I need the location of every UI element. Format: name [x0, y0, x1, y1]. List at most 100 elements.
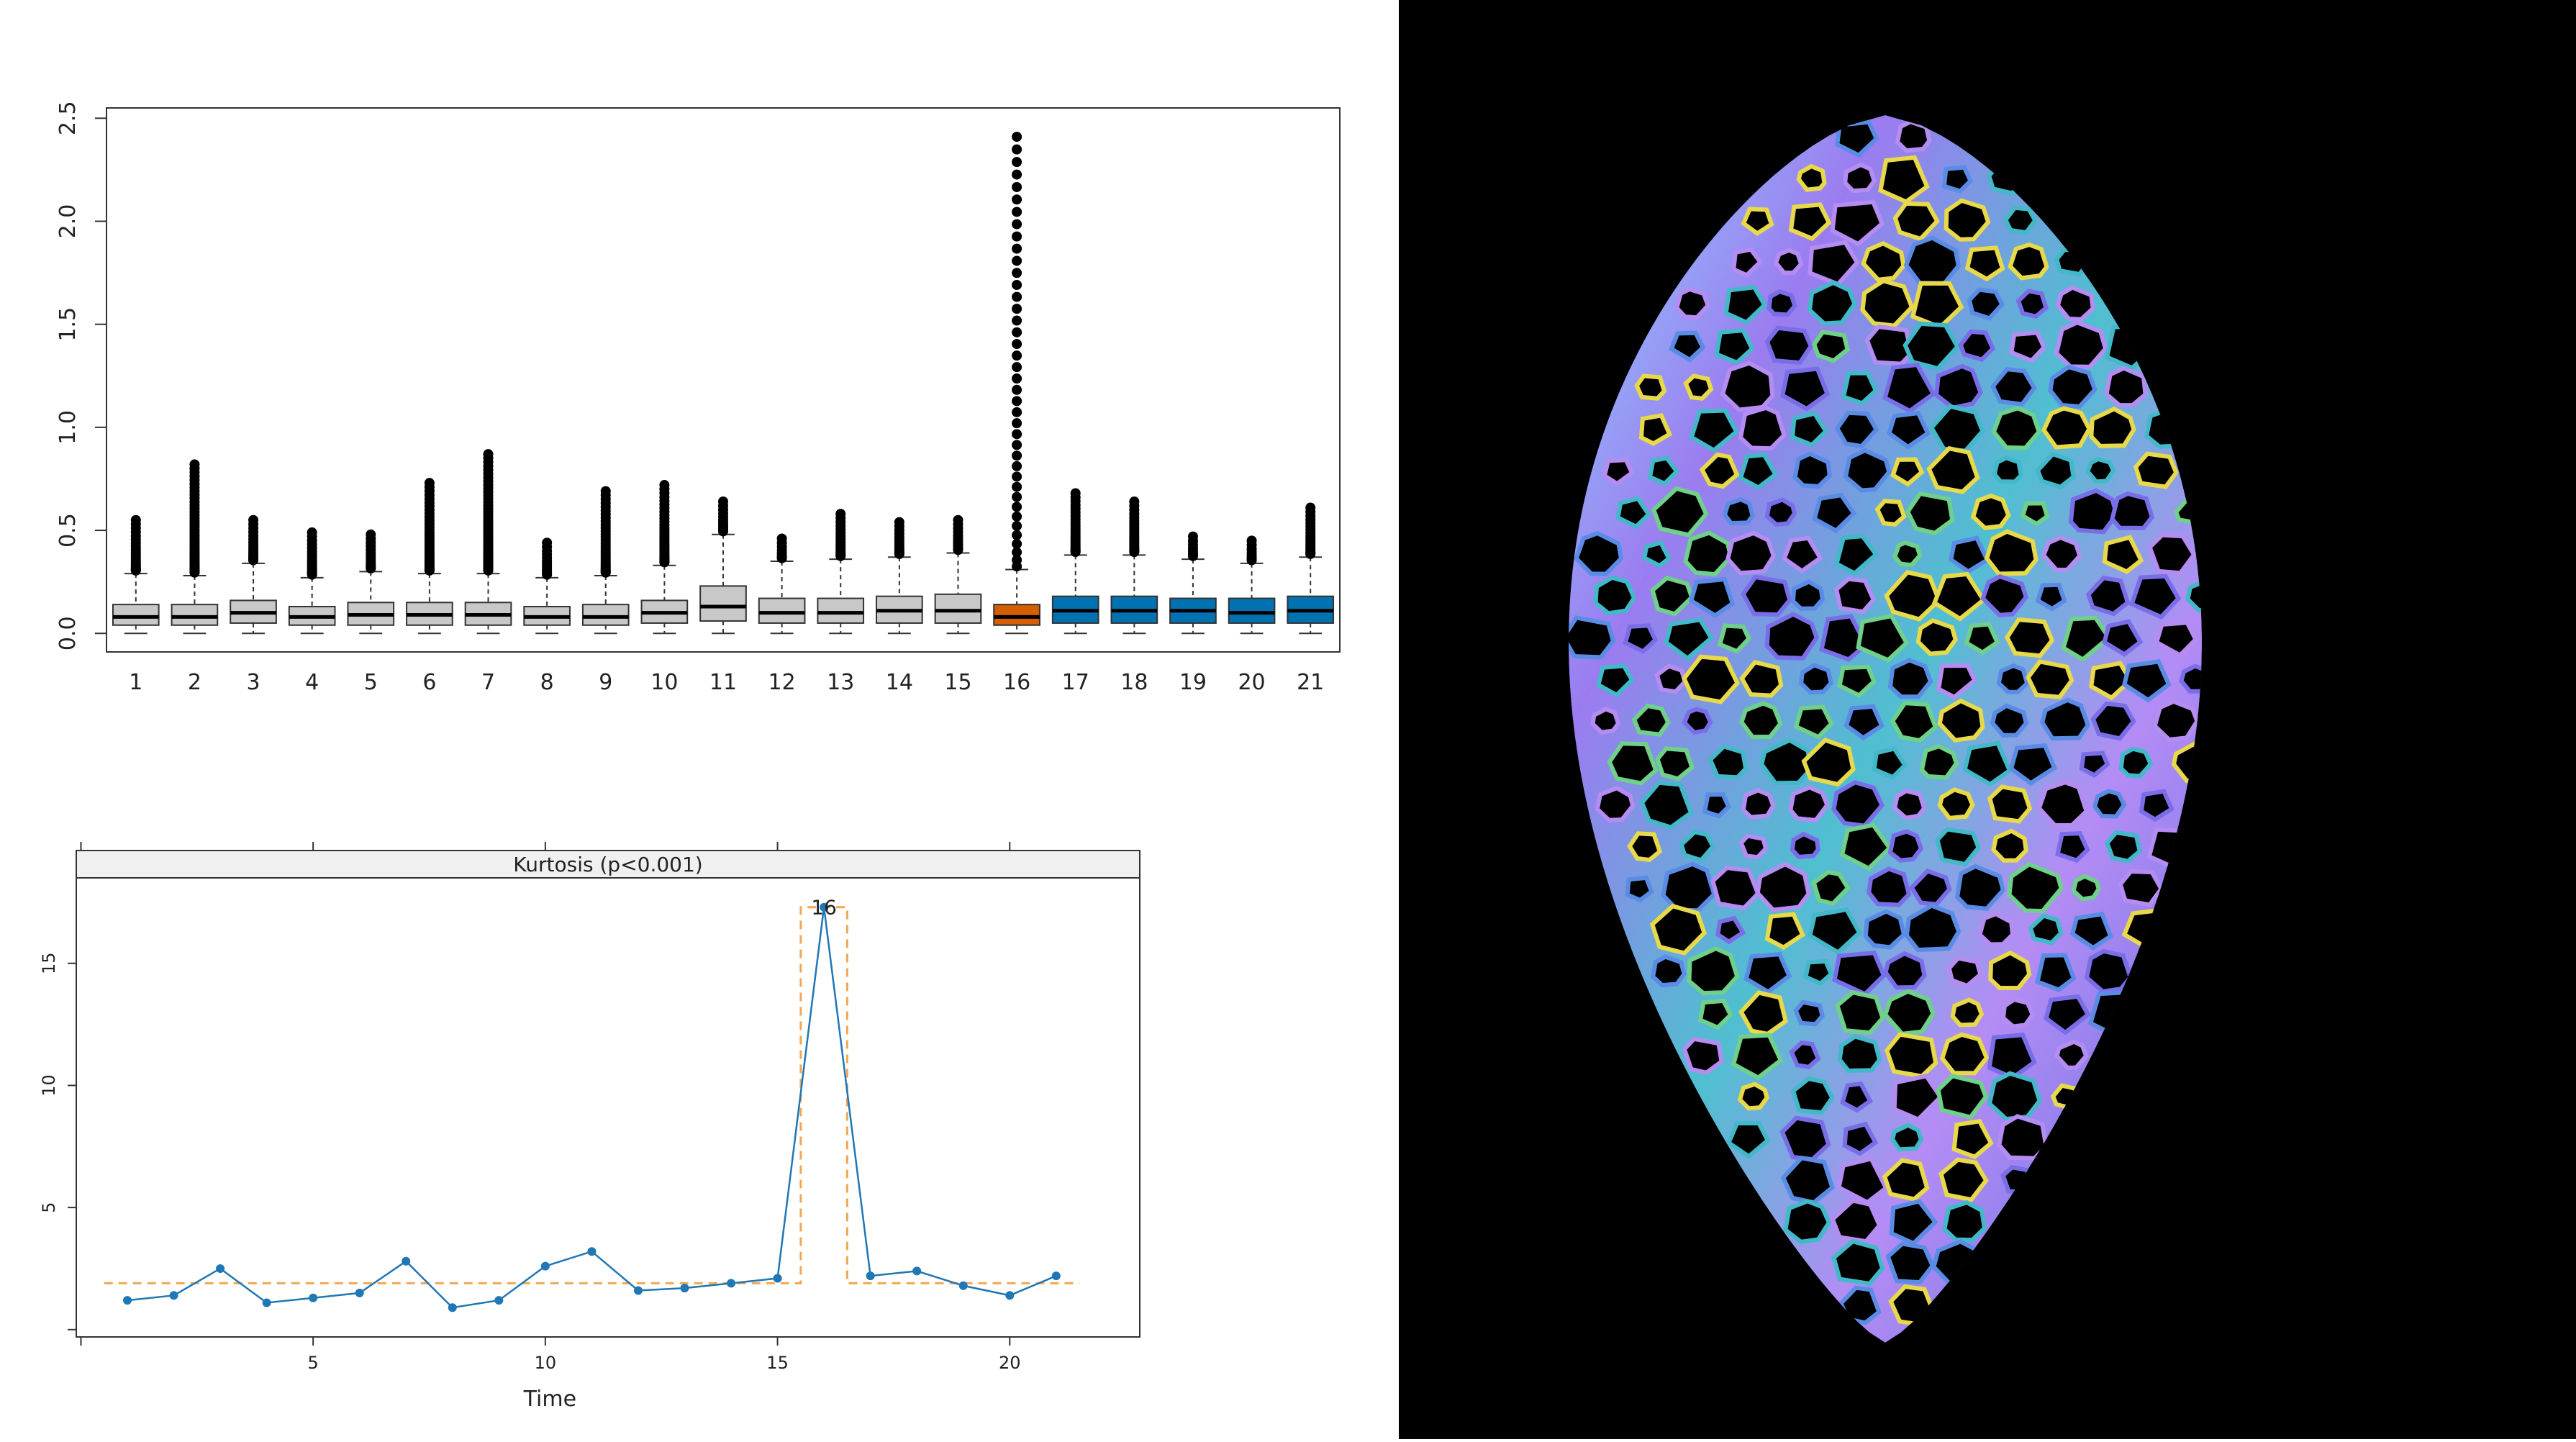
- lattice-hole: [1807, 280, 1857, 326]
- lattice-hole: [1958, 329, 1996, 362]
- lattice-hole: [1886, 410, 1931, 450]
- lattice-hole: [2048, 364, 2097, 409]
- lattice-hole: [1892, 788, 1927, 820]
- data-point: [216, 1264, 225, 1273]
- lattice-hole: [1926, 445, 1980, 494]
- data-point: [309, 1293, 318, 1302]
- lattice-hole: [1838, 1285, 1882, 1325]
- lattice-hole: [1834, 119, 1879, 158]
- left-panel: 0.0 0.5 1.0 1.5 2.0 2.5 1 2 3 4 5 6 7 8 9 10 11 12 13 14 15 1…: [39, 101, 1341, 1412]
- lattice-hole: [2061, 615, 2112, 663]
- lattice-hole: [1992, 455, 2024, 484]
- lattice-hole: [1741, 788, 1776, 820]
- lattice-hole: [2007, 861, 2064, 914]
- outlier-point: [1012, 279, 1022, 290]
- outlier-point: [1012, 157, 1022, 168]
- x-tick-label: 15: [944, 670, 971, 695]
- lattice-hole: [2086, 575, 2131, 617]
- lattice-hole: [1843, 448, 1892, 493]
- outlier-point: [1012, 207, 1022, 217]
- lattice-hole: [1593, 575, 1637, 616]
- boxplot-chart: 0.00.51.01.52.02.51 2 3 4 5 6 7 8 9 10 11 12 13 14 15 1…: [55, 101, 1341, 695]
- lattice-hole: [1627, 831, 1663, 863]
- lattice-hole: [1779, 1115, 1831, 1162]
- lattice-hole: [1801, 738, 1856, 787]
- x-tick-label: 20: [1238, 670, 1265, 695]
- lattice-hole: [2054, 247, 2090, 277]
- lattice-hole: [1574, 530, 1624, 576]
- lattice-hole: [1888, 1284, 1936, 1327]
- lattice-hole: [1725, 1120, 1771, 1159]
- lattice-hole: [1803, 958, 1834, 987]
- outlier-point: [366, 529, 376, 540]
- lattice-hole: [1590, 707, 1621, 735]
- lattice-hole: [2028, 913, 2064, 946]
- lattice-hole: [1651, 486, 1709, 538]
- x-tick-label: 12: [768, 670, 796, 695]
- data-point: [540, 1261, 550, 1271]
- outlier-point: [1012, 471, 1022, 482]
- lattice-hole: [1661, 861, 1717, 913]
- x-tick-label: 4: [305, 670, 319, 695]
- lattice-hole: [1954, 863, 2006, 912]
- lattice-hole: [1731, 1033, 1784, 1081]
- lattice-hole: [2041, 535, 2082, 572]
- lattice-hole: [2054, 319, 2108, 369]
- lattice-hole: [1699, 452, 1740, 489]
- lattice-hole: [1792, 451, 1832, 489]
- outlier-point: [1012, 327, 1022, 337]
- lattice-hole: [1991, 406, 2042, 450]
- lattice-hole: [1783, 1199, 1832, 1245]
- lattice-hole: [1682, 654, 1741, 704]
- data-point: [1005, 1291, 1015, 1300]
- lattice-hole: [1679, 829, 1716, 863]
- lattice-hole: [1790, 831, 1820, 859]
- plot-frame: [76, 877, 1140, 1338]
- lattice-hole: [1715, 915, 1746, 945]
- data-point: [912, 1266, 922, 1276]
- lattice-hole: [1950, 997, 1985, 1028]
- lattice-hole: [1837, 664, 1877, 699]
- lattice-hole: [1650, 575, 1695, 617]
- lattice-hole: [1987, 1071, 2042, 1122]
- lattice-hole: [1664, 617, 1715, 661]
- lattice-hole: [1808, 240, 1860, 287]
- outlier-point: [1012, 291, 1022, 302]
- lattice-hole: [1941, 1200, 1987, 1243]
- lattice-hole: [2004, 617, 2055, 658]
- lattice-hole: [1647, 455, 1680, 486]
- lattice-hole: [1990, 367, 2037, 407]
- lattice-hole: [1655, 746, 1695, 781]
- lattice-hole: [1980, 573, 2029, 617]
- lattice-hole: [1674, 286, 1711, 320]
- lattice-hole: [1738, 405, 1787, 451]
- x-tick-label: 20: [999, 1353, 1021, 1373]
- lattice-hole: [2000, 997, 2036, 1029]
- lattice-hole: [2071, 874, 2101, 902]
- x-axis-label: Time: [523, 1387, 576, 1412]
- outlier-point: [718, 496, 728, 507]
- lattice-hole: [1931, 571, 1987, 622]
- lattice-hole: [1738, 452, 1779, 491]
- outlier-point: [1012, 268, 1022, 278]
- lattice-hole: [1887, 658, 1933, 699]
- lattice-hole: [1842, 1121, 1879, 1156]
- lattice-hole: [1767, 289, 1797, 317]
- lattice-hole: [1654, 663, 1688, 694]
- outlier-point: [248, 514, 259, 525]
- lattice-hole: [1683, 530, 1733, 577]
- lattice-hole: [1682, 707, 1713, 735]
- lattice-hole: [1741, 207, 1774, 237]
- lattice-hole: [1830, 199, 1885, 247]
- outlier-point: [1012, 315, 1022, 326]
- lattice-hole: [1951, 1118, 1994, 1160]
- lattice-hole: [1737, 1082, 1769, 1111]
- outlier-point: [424, 478, 435, 489]
- kurtosis-line-chart: Kurtosis (p<0.001) 5 10 15 20 Time 5 10 15 16: [39, 842, 1140, 1412]
- y-tick-label: 10: [39, 1074, 59, 1097]
- x-tick-label: 16: [1003, 670, 1030, 695]
- x-tick-label: 9: [599, 670, 612, 695]
- lattice-hole: [2055, 285, 2095, 322]
- lattice-hole: [2121, 659, 2172, 703]
- lattice-hole: [1872, 746, 1908, 780]
